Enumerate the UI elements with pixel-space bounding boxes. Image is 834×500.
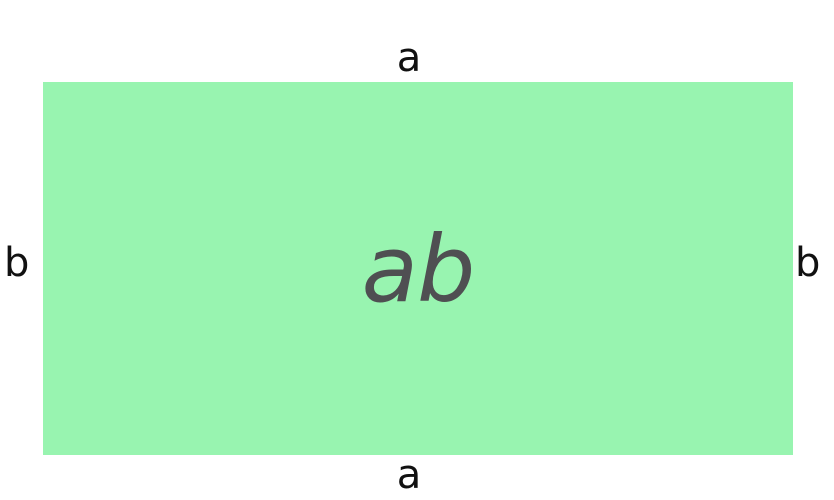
area-label: ab	[361, 216, 476, 323]
area-rectangle	[43, 82, 793, 455]
top-side-label: a	[396, 35, 422, 81]
bottom-side-label: a	[396, 452, 422, 498]
left-side-label: b	[4, 240, 30, 286]
right-side-label: b	[795, 240, 821, 286]
